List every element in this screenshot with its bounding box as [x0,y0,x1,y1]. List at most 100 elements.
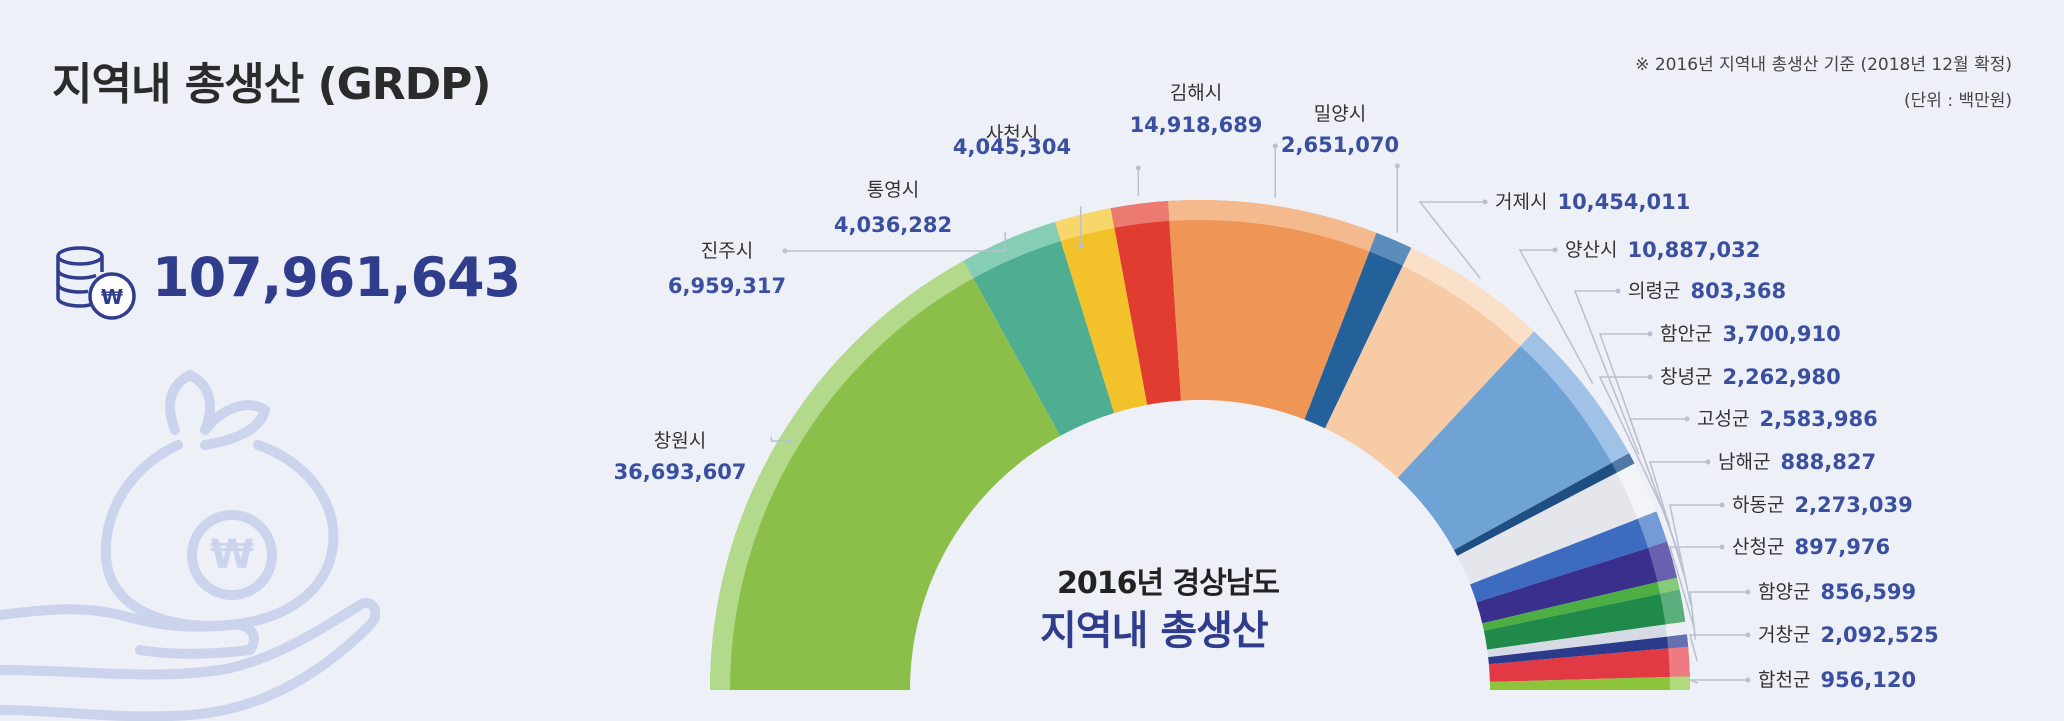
slice-value-label: 36,693,607 [614,460,747,484]
slice-name-label: 거창군 [1758,624,1810,646]
slice-highlight-10 [1616,463,1657,519]
slice-name-label: 양산시 [1565,239,1617,261]
slice-value-label: 4,036,282 [834,213,952,237]
page-title: 지역내 총생산 (GRDP) [52,59,492,110]
leader-line-2 [785,231,1006,252]
slice-value-label: 888,827 [1780,450,1876,474]
slice-value-label: 956,120 [1820,668,1916,692]
slice-17 [1488,646,1690,682]
leader-line-13 [1648,461,1708,583]
slice-name-label: 김해시 [1170,82,1222,104]
slice-highlight-16 [1666,634,1689,649]
svg-text:₩: ₩ [210,532,254,578]
leader-dot-15 [1719,544,1725,550]
slice-highlight-12 [1648,541,1677,583]
unit-note: (단위 : 백만원) [1904,91,2012,111]
slice-highlight-4 [1110,201,1170,228]
slice-highlight-17 [1668,646,1690,677]
slice-value-label: 10,887,032 [1627,238,1760,262]
leader-line-1 [770,436,790,442]
slice-name-label: 사천시 [986,123,1038,145]
leader-dot-14 [1719,502,1725,508]
slice-value-label: 803,368 [1690,279,1786,303]
leader-line-12 [1628,418,1687,558]
leader-dot-18 [1745,677,1751,683]
coin-stack-icon: ₩ [56,246,136,320]
leader-line-11 [1598,376,1671,525]
leader-dot-12 [1684,416,1690,422]
svg-text:₩: ₩ [101,285,123,309]
slice-value-label: 4,045,304 [953,135,1071,159]
slice-value-label: 897,976 [1794,535,1890,559]
slice-name-label: 하동군 [1732,494,1784,516]
leader-dot-5 [1272,143,1278,149]
slice-value-label: 14,918,689 [1130,113,1263,137]
slice-value-label: 2,651,070 [1281,133,1399,157]
money-bag-icon: ₩ [0,370,380,721]
leader-line-17 [1689,634,1748,662]
slice-name-label: 합천군 [1758,669,1810,691]
slice-value-label: 2,583,986 [1759,407,1877,431]
slice-1 [710,260,1061,690]
slice-highlight-14 [1660,589,1686,625]
slice-highlight-13 [1657,577,1680,594]
leader-line-8 [1518,249,1594,385]
slice-name-label: 함안군 [1660,323,1712,345]
slice-highlight-3 [1054,208,1115,242]
slice-highlight-9 [1611,453,1635,473]
slice-12 [1476,541,1677,624]
slice-highlight-2 [963,221,1061,279]
leader-dot-3 [1078,243,1084,249]
slice-highlight-6 [1369,232,1412,266]
slice-highlight-18 [1669,676,1690,690]
slice-15 [1487,621,1687,658]
leader-dot-7 [1482,199,1488,205]
slice-name-label: 통영시 [867,179,919,201]
slice-name-label: 창원시 [654,430,706,452]
center-title-main: 지역내 총생산 [1040,608,1269,654]
leader-dot-11 [1647,374,1653,380]
slice-9 [1453,453,1635,556]
leader-dot-4 [1135,165,1141,171]
leader-line-15 [1668,546,1722,628]
slice-value-label: 2,092,525 [1820,623,1938,647]
slice-value-label: 2,262,980 [1722,365,1840,389]
slice-value-label: 6,959,317 [668,274,786,298]
slice-5 [1167,200,1377,420]
leader-dot-13 [1705,459,1711,465]
leader-line-9 [1573,290,1640,455]
slice-name-label: 밀양시 [1314,103,1366,125]
slice-11 [1470,511,1668,603]
slice-16 [1488,634,1689,665]
slice-highlight-15 [1665,621,1687,637]
leader-dot-9 [1615,288,1621,294]
slice-value-label: 3,700,910 [1722,322,1840,346]
leader-dot-1 [787,438,793,444]
center-title-year: 2016년 경상남도 [1057,566,1280,601]
leader-dot-2 [782,248,788,254]
slice-13 [1482,577,1680,631]
slice-value-label: 10,454,011 [1557,190,1690,214]
leader-dot-10 [1647,331,1653,337]
leader-line-18 [1689,679,1748,684]
slice-18 [1489,676,1690,690]
slice-name-label: 거제시 [1495,191,1547,213]
leader-line-16 [1689,591,1748,640]
slice-name-label: 산청군 [1732,536,1784,558]
slice-value-label: 2,273,039 [1794,493,1912,517]
slice-highlight-1 [710,260,974,690]
slice-highlight-5 [1167,200,1377,252]
leader-dot-17 [1745,632,1751,638]
slice-highlight-8 [1520,331,1630,464]
leader-dot-8 [1552,247,1558,253]
leader-dot-6 [1394,163,1400,169]
slice-name-label: 진주시 [701,240,753,262]
slice-name-label: 고성군 [1697,408,1749,430]
slice-name-label: 의령군 [1628,280,1680,302]
slice-name-label: 창녕군 [1660,366,1712,388]
basis-note: ※ 2016년 지역내 총생산 기준 (2018년 12월 확정) [1635,55,2012,75]
slice-3 [1054,208,1148,413]
slice-6 [1304,232,1412,429]
slice-name-label: 함양군 [1758,581,1810,603]
